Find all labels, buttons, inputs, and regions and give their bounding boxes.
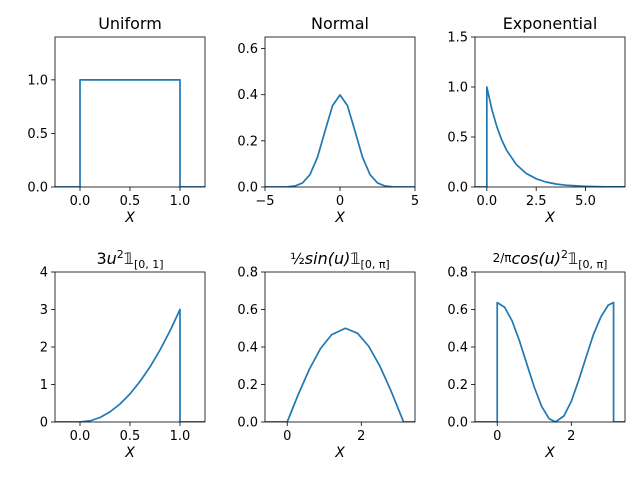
series-line	[55, 79, 205, 187]
x-tick-label: 0.5	[120, 429, 141, 444]
series-line	[475, 86, 625, 187]
y-tick-label: 2	[40, 341, 48, 356]
y-tick-label: 0.2	[237, 134, 258, 149]
x-tick-label: 1.0	[170, 429, 191, 444]
y-tick-label: 0.0	[27, 181, 48, 196]
x-axis-label: X	[334, 445, 345, 461]
y-tick-label: 0.4	[237, 88, 258, 103]
y-tick-label: 0.8	[237, 266, 258, 281]
y-tick-label: 1.0	[27, 73, 48, 88]
axes-frame	[264, 271, 416, 423]
chart-title: Exponential	[503, 14, 598, 33]
y-tick-label: 0.4	[447, 341, 468, 356]
y-tick-label: 0.4	[237, 341, 258, 356]
x-axis-label: X	[124, 445, 135, 461]
y-tick-label: 0.6	[237, 42, 258, 57]
x-axis-label: X	[124, 210, 135, 226]
x-tick-label: −5	[255, 194, 274, 209]
x-tick-label: 5	[411, 194, 419, 209]
series-line	[265, 94, 415, 187]
subplot-2: −5 0 5 0.0 0.2 0.4 0.6 X Normal	[237, 14, 419, 226]
y-tick-label: 0.8	[447, 266, 468, 281]
y-tick-label: 0.6	[447, 303, 468, 318]
axes-frame	[54, 271, 206, 423]
subplot-1: 0.0 0.5 1.0 0.0 0.5 1.0 X Uniform	[27, 14, 206, 226]
axes-frame	[264, 36, 416, 188]
x-axis-label: X	[544, 210, 555, 226]
x-tick-label: 0.0	[70, 429, 91, 444]
axes-frame	[474, 36, 626, 188]
series-line	[265, 327, 415, 422]
y-tick-label: 0.5	[447, 131, 468, 146]
x-tick-label: 2	[357, 429, 365, 444]
y-tick-label: 1.0	[447, 81, 468, 96]
y-tick-label: 0.5	[27, 127, 48, 142]
y-tick-label: 0.0	[237, 416, 258, 431]
y-tick-label: 1.5	[447, 31, 468, 46]
subplot-5: 0 20.00.20.40.60.8X½sin(u)𝟙[0,π]½sin(u)𝟙[…	[237, 249, 416, 461]
chart-title: Uniform	[98, 14, 162, 33]
x-axis-label: X	[334, 210, 345, 226]
x-tick-label: 0	[283, 429, 291, 444]
x-tick-label: 2	[567, 429, 575, 444]
y-tick-label: 0	[40, 416, 48, 431]
y-tick-label: 3	[40, 303, 48, 318]
x-tick-label: 5.0	[575, 194, 596, 209]
y-tick-label: 0.2	[237, 378, 258, 393]
x-tick-label: 0	[336, 194, 344, 209]
subplot-6: 0 20.00.20.40.60.8X(2/π)cos(u)²𝟙[0,π]2/πc…	[447, 248, 626, 461]
subplot-3: 0.0 2.5 5.0 0.0 0.5 1.0 1.5 X Exponential	[447, 14, 626, 226]
x-tick-label: 0	[493, 429, 501, 444]
axes-frame	[54, 36, 206, 188]
series-line	[475, 301, 625, 422]
y-tick-label: 4	[40, 266, 48, 281]
y-tick-label: 1	[40, 378, 48, 393]
chart-title-rendered: ½sin(u)𝟙[0, π]	[290, 249, 389, 271]
chart-title-rendered: 3u2𝟙[0, 1]	[96, 248, 163, 271]
x-tick-label: 0.5	[120, 194, 141, 209]
y-tick-label: 0.0	[447, 416, 468, 431]
x-tick-label: 0.0	[70, 194, 91, 209]
x-axis-label: X	[544, 445, 555, 461]
x-tick-label: 2.5	[526, 194, 547, 209]
y-tick-label: 0.0	[447, 181, 468, 196]
x-tick-label: 1.0	[170, 194, 191, 209]
y-tick-label: 0.6	[237, 303, 258, 318]
chart-title-rendered: 2/πcos(u)2𝟙[0, π]	[493, 248, 608, 271]
x-tick-label: 0.0	[476, 194, 497, 209]
y-tick-label: 0.2	[447, 378, 468, 393]
chart-title: Normal	[311, 14, 369, 33]
series-line	[55, 308, 205, 422]
y-tick-label: 0.0	[237, 181, 258, 196]
